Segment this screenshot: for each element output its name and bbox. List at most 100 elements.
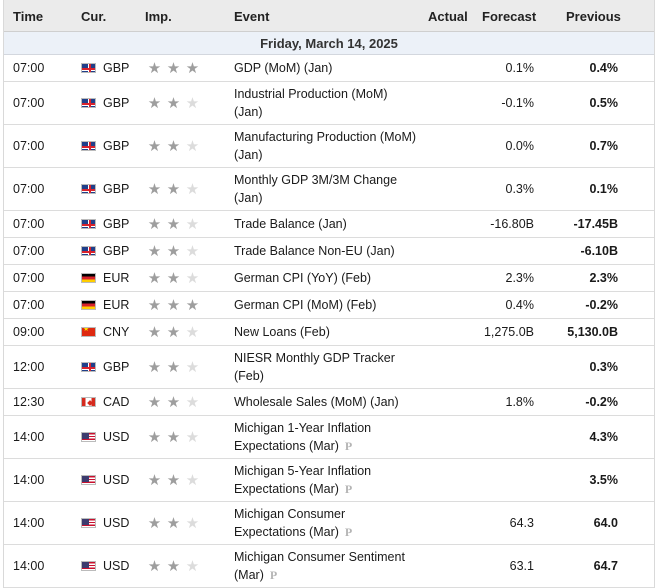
previous-value: 0.1% bbox=[589, 182, 619, 196]
event-name[interactable]: New Loans (Feb) bbox=[234, 323, 330, 341]
event-name[interactable]: Wholesale Sales (MoM) (Jan) bbox=[234, 393, 399, 411]
event-name-line[interactable]: Manufacturing Production (MoM) bbox=[234, 130, 417, 144]
col-forecast-header[interactable]: Forecast bbox=[482, 9, 537, 24]
event-name-line[interactable]: (Feb) bbox=[234, 369, 264, 383]
event-cell[interactable]: Monthly GDP 3M/3M Change (Jan) bbox=[234, 168, 422, 210]
col-time-header[interactable]: Time bbox=[13, 9, 44, 24]
table-row[interactable]: 07:00 GBP ★ ★ ★ Monthly GDP 3M/3M Change (Jan)… bbox=[4, 168, 654, 211]
table-row[interactable]: 09:00CNY★★★New Loans (Feb)1,275.0B5,130.… bbox=[4, 319, 654, 346]
table-row[interactable]: 12:00 GBP ★ ★ ★ NIESR Monthly GDP Tracker (Feb… bbox=[4, 346, 654, 389]
col-currency-header[interactable]: Cur. bbox=[81, 9, 107, 24]
event-name-line[interactable]: Expectations (Mar) P bbox=[234, 482, 353, 496]
event-cell[interactable]: Michigan 1-Year Inflation Expectations (M… bbox=[234, 416, 422, 458]
event-name-line[interactable]: (Jan) bbox=[234, 191, 263, 205]
col-event-header[interactable]: Event bbox=[234, 9, 270, 24]
event-name[interactable]: German CPI (YoY) (Feb) bbox=[234, 269, 371, 287]
event-cell[interactable]: Trade Balance (Jan) bbox=[234, 211, 422, 237]
actual-value bbox=[424, 346, 468, 388]
star-icon: ★ bbox=[185, 428, 200, 446]
star-icon: ★ bbox=[147, 59, 162, 77]
star-icon: ★ bbox=[166, 242, 181, 260]
preliminary-icon[interactable]: P bbox=[269, 568, 278, 582]
table-row[interactable]: 07:00 EUR ★ ★ ★ German CPI (MoM) (Feb) 0.4% -0.… bbox=[4, 292, 654, 319]
event-name-line[interactable]: Michigan Consumer Sentiment bbox=[234, 550, 405, 564]
event-cell[interactable]: Industrial Production (MoM) (Jan) bbox=[234, 82, 422, 124]
event-name-line[interactable]: Trade Balance (Jan) bbox=[234, 217, 347, 231]
table-row[interactable]: 07:00 GBP ★ ★ ★ Industrial Production (MoM) (J… bbox=[4, 82, 654, 125]
table-row[interactable]: 07:00 GBP ★ ★ ★ Manufacturing Production (MoM… bbox=[4, 125, 654, 168]
event-name-line[interactable]: Industrial Production (MoM) bbox=[234, 87, 388, 101]
star-icon: ★ bbox=[185, 137, 200, 155]
event-cell[interactable]: Manufacturing Production (MoM) (Jan) bbox=[234, 125, 422, 167]
event-name[interactable]: Industrial Production (MoM) (Jan) bbox=[234, 85, 388, 121]
event-name-line[interactable]: German CPI (MoM) (Feb) bbox=[234, 298, 377, 312]
event-name[interactable]: NIESR Monthly GDP Tracker (Feb) bbox=[234, 349, 395, 385]
col-previous-header[interactable]: Previous bbox=[566, 9, 621, 24]
currency-cell: GBP bbox=[81, 82, 141, 124]
event-cell[interactable]: Michigan 5-Year Inflation Expectations (M… bbox=[234, 459, 422, 501]
event-name[interactable]: Michigan Consumer Sentiment (Mar) P bbox=[234, 548, 405, 584]
event-name-line[interactable]: Monthly GDP 3M/3M Change bbox=[234, 173, 398, 187]
event-cell[interactable]: German CPI (YoY) (Feb) bbox=[234, 265, 422, 291]
event-name[interactable]: GDP (MoM) (Jan) bbox=[234, 59, 332, 77]
table-row[interactable]: 07:00 EUR ★ ★ ★ German CPI (YoY) (Feb) 2.3% 2.3… bbox=[4, 265, 654, 292]
star-icon: ★ bbox=[185, 94, 200, 112]
event-cell[interactable]: GDP (MoM) (Jan) bbox=[234, 55, 422, 81]
event-time: 09:00 bbox=[13, 325, 45, 339]
event-name-line[interactable]: Wholesale Sales (MoM) (Jan) bbox=[234, 395, 399, 409]
event-name-line[interactable]: GDP (MoM) (Jan) bbox=[234, 61, 333, 75]
event-name-line[interactable]: German CPI (YoY) (Feb) bbox=[234, 271, 372, 285]
col-actual-header[interactable]: Actual bbox=[428, 9, 468, 24]
event-name[interactable]: Monthly GDP 3M/3M Change (Jan) bbox=[234, 171, 397, 207]
star-icon: ★ bbox=[166, 94, 181, 112]
event-name-line[interactable]: Expectations (Mar) P bbox=[234, 439, 353, 453]
event-cell[interactable]: Michigan Consumer Sentiment (Mar) P bbox=[234, 545, 422, 587]
event-time: 12:00 bbox=[13, 360, 45, 374]
table-row[interactable]: 14:00 USD ★ ★ ★ Michigan 1-Year Inflation Expe… bbox=[4, 416, 654, 459]
event-name[interactable]: Michigan 1-Year Inflation Expectations (M… bbox=[234, 419, 371, 455]
table-row[interactable]: 12:30 CAD ★ ★ ★ Wholesale Sales (MoM) (Jan) 1.… bbox=[4, 389, 654, 416]
currency-code: GBP bbox=[103, 244, 130, 258]
table-row[interactable]: 14:00 USD ★ ★ ★ Michigan Consumer Expectations… bbox=[4, 502, 654, 545]
event-name-line[interactable]: Michigan 5-Year Inflation bbox=[234, 464, 372, 478]
star-icon: ★ bbox=[166, 215, 181, 233]
event-name-line[interactable]: New Loans (Feb) bbox=[234, 325, 330, 339]
event-cell[interactable]: Trade Balance Non-EU (Jan) bbox=[234, 238, 422, 264]
event-name-line[interactable]: Michigan Consumer bbox=[234, 507, 346, 521]
preliminary-icon[interactable]: P bbox=[344, 482, 353, 496]
star-icon: ★ bbox=[166, 59, 181, 77]
table-row[interactable]: 07:00 GBP ★ ★ ★ GDP (MoM) (Jan) 0.1% 0.4% bbox=[4, 55, 654, 82]
star-icon: ★ bbox=[166, 180, 181, 198]
event-name[interactable]: German CPI (MoM) (Feb) bbox=[234, 296, 376, 314]
event-name-line[interactable]: Expectations (Mar) P bbox=[234, 525, 353, 539]
flag-icon-de bbox=[81, 273, 96, 283]
table-row[interactable]: 14:00 USD ★ ★ ★ Michigan 5-Year Inflation Expe… bbox=[4, 459, 654, 502]
event-cell[interactable]: NIESR Monthly GDP Tracker (Feb) bbox=[234, 346, 422, 388]
event-name-line[interactable]: (Jan) bbox=[234, 148, 263, 162]
event-name-line[interactable]: Trade Balance Non-EU (Jan) bbox=[234, 244, 395, 258]
event-cell[interactable]: German CPI (MoM) (Feb) bbox=[234, 292, 422, 318]
col-importance-header[interactable]: Imp. bbox=[145, 9, 172, 24]
star-icon: ★ bbox=[185, 358, 200, 376]
table-row[interactable]: 07:00 GBP ★ ★ ★ Trade Balance Non-EU (Jan) -6.… bbox=[4, 238, 654, 265]
preliminary-icon[interactable]: P bbox=[344, 439, 353, 453]
event-name[interactable]: Trade Balance Non-EU (Jan) bbox=[234, 242, 395, 260]
actual-value bbox=[424, 238, 468, 264]
event-name[interactable]: Manufacturing Production (MoM) (Jan) bbox=[234, 128, 416, 164]
previous-value: 0.7% bbox=[589, 139, 619, 153]
event-name-line[interactable]: (Mar) P bbox=[234, 568, 278, 582]
table-row[interactable]: 07:00 GBP ★ ★ ★ Trade Balance (Jan) -16.80B -17… bbox=[4, 211, 654, 238]
preliminary-icon[interactable]: P bbox=[344, 525, 353, 539]
currency-cell: EUR bbox=[81, 265, 141, 291]
event-cell[interactable]: Michigan Consumer Expectations (Mar) P bbox=[234, 502, 422, 544]
event-name-line[interactable]: NIESR Monthly GDP Tracker bbox=[234, 351, 395, 365]
event-name[interactable]: Trade Balance (Jan) bbox=[234, 215, 347, 233]
event-name[interactable]: Michigan 5-Year Inflation Expectations (M… bbox=[234, 462, 371, 498]
event-name[interactable]: Michigan Consumer Expectations (Mar) P bbox=[234, 505, 352, 541]
event-name-line[interactable]: (Jan) bbox=[234, 105, 263, 119]
event-name-line[interactable]: Michigan 1-Year Inflation bbox=[234, 421, 372, 435]
table-row[interactable]: 14:00 USD ★ ★ ★ Michigan Consumer Sentiment (M… bbox=[4, 545, 654, 588]
event-cell[interactable]: Wholesale Sales (MoM) (Jan) bbox=[234, 389, 422, 415]
importance-stars: ★ ★ ★ bbox=[145, 292, 205, 318]
event-cell[interactable]: New Loans (Feb) bbox=[234, 319, 422, 345]
